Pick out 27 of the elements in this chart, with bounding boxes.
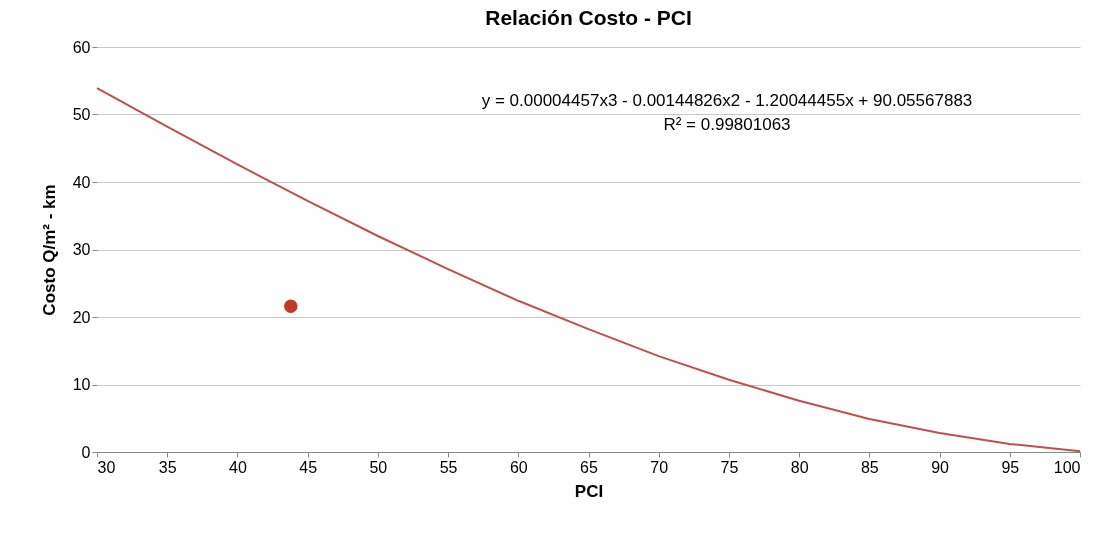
x-tick-label: 30 [97, 458, 116, 476]
x-tick-label: 55 [439, 458, 458, 476]
y-tick-label: 0 [81, 443, 91, 461]
x-tick-label: 35 [158, 458, 177, 476]
x-tick-label: 40 [229, 458, 247, 476]
x-tick-label: 50 [369, 458, 388, 476]
x-tick-label: 65 [580, 458, 598, 476]
y-tick-label: 50 [72, 106, 91, 123]
y-tick-label: 20 [72, 308, 91, 326]
x-tick-label: 75 [720, 458, 739, 476]
x-tick-label: 90 [931, 458, 950, 476]
chart-title: Relación Costo - PCI [485, 6, 692, 29]
y-tick-label: 60 [72, 38, 91, 56]
x-tick-label: 70 [650, 458, 669, 476]
y-tick-label: 10 [72, 376, 91, 393]
x-tick-label: 85 [860, 458, 879, 476]
x-tick-label: 100 [1053, 458, 1081, 476]
x-tick-label: 80 [790, 458, 809, 476]
y-axis-title: Costo Q/m² - km [39, 184, 59, 316]
y-tick-label: 30 [72, 241, 91, 258]
annotation: y = 0.00004457x3 - 0.00144826x2 - 1.20044455x + 90.05567883 [481, 91, 973, 110]
annotation: R² = 0.99801063 [663, 115, 791, 134]
x-tick-label: 45 [299, 458, 318, 476]
y-tick-label: 40 [72, 173, 91, 191]
x-tick-label: 60 [509, 458, 528, 476]
x-tick-label: 95 [1001, 458, 1020, 476]
x-axis-title: PCI [574, 481, 604, 501]
